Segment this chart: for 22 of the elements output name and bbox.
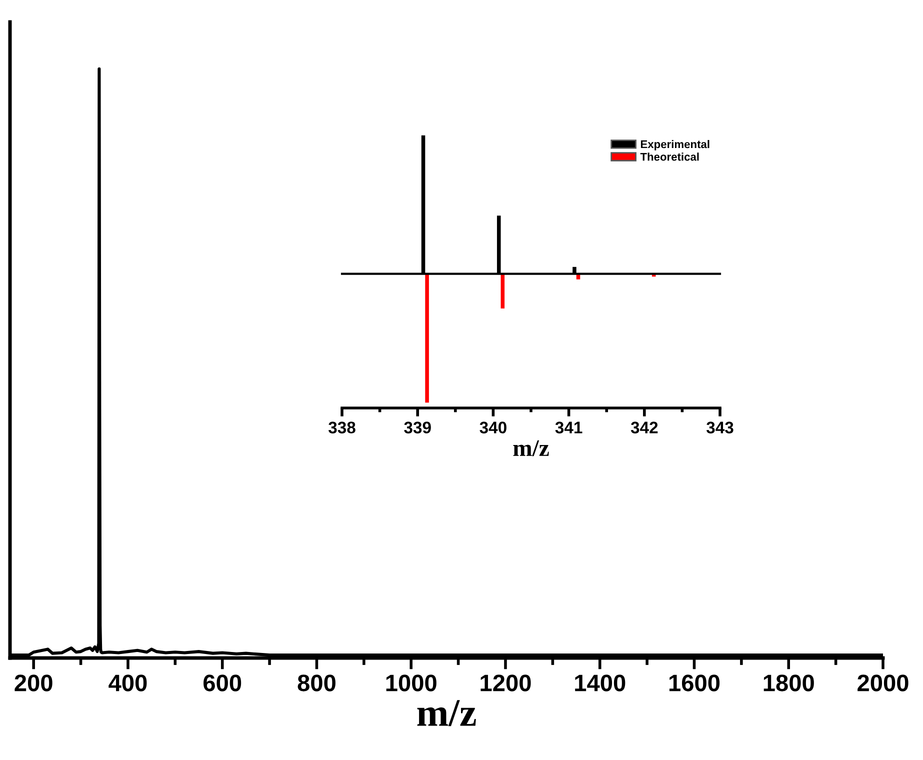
x-tick-label: 338 — [328, 422, 356, 434]
x-tick-label: 1000 — [386, 674, 436, 692]
x-tick-label: 600 — [204, 674, 242, 692]
bar — [425, 274, 429, 403]
bar — [500, 274, 505, 308]
x-tick-label: 343 — [706, 422, 734, 434]
x-tick-label: 1200 — [480, 674, 531, 692]
x-axis-title: m/z — [417, 700, 476, 726]
x-tick-label: 342 — [630, 422, 658, 434]
x-tick-label: 341 — [555, 422, 582, 434]
x-tick-label: 2000 — [858, 674, 908, 692]
x-axis-title: m/z — [513, 440, 549, 456]
legend-label: Theoretical — [640, 152, 699, 161]
legend-label: Experimental — [640, 140, 710, 150]
x-tick-label: 200 — [14, 674, 52, 692]
x-tick-label: 340 — [480, 422, 506, 434]
x-tick-label: 1400 — [575, 674, 626, 692]
x-tick-label: 400 — [108, 674, 147, 692]
x-tick-label: 800 — [298, 674, 336, 692]
x-tick-label: 1800 — [764, 674, 814, 692]
x-tick-label: 339 — [404, 422, 431, 434]
x-tick-label: 1600 — [669, 674, 720, 692]
